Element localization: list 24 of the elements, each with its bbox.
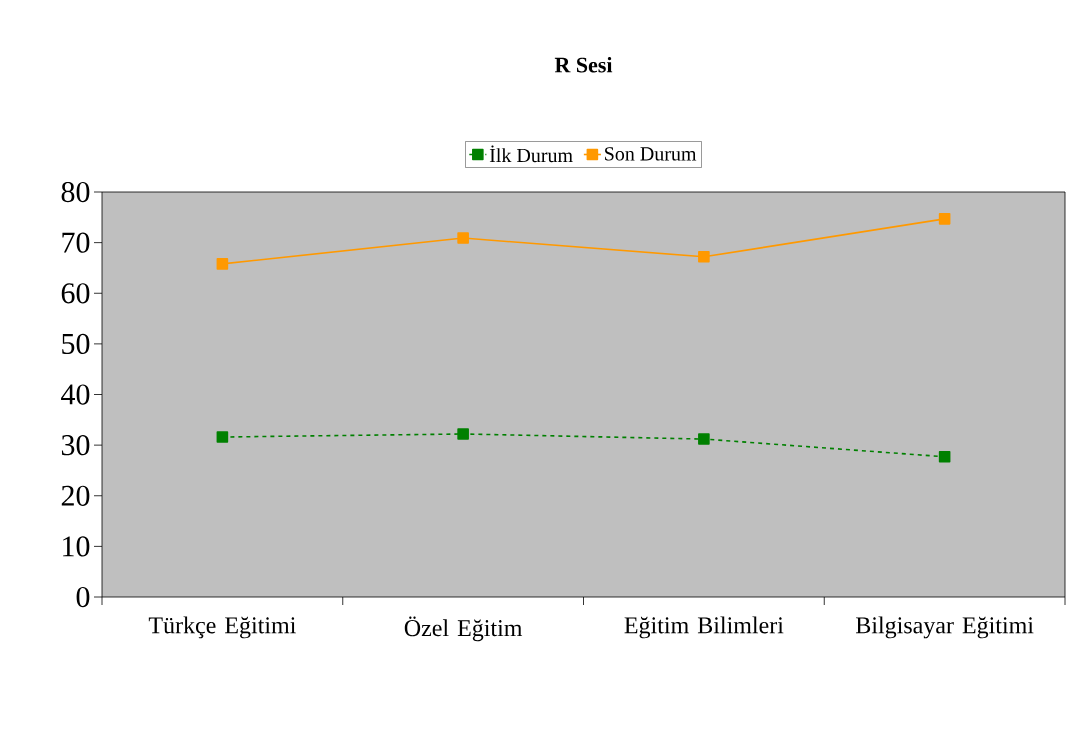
y-tick-label: 60 [61,283,90,304]
y-tick-label: 20 [61,485,90,506]
y-tick-label: 40 [61,384,90,405]
y-tick-label: 10 [63,536,90,557]
y-tick-label: 50 [62,333,90,355]
x-tick-label: Bilgisayar Eğitimi [856,616,1034,639]
y-tick-label: 30 [61,435,90,456]
point [698,251,710,263]
point [938,450,951,463]
y-tick-label: 70 [62,232,90,253]
x-tick-label: Türkçe Eğitimi [148,616,296,639]
chart-title: R Sesi [554,57,613,73]
point [698,433,710,445]
x-tick-label: Eğitim Bilimleri [624,616,784,639]
x-tick-label: Özel Eğitim [404,616,523,642]
point [938,213,951,225]
legend-label: İlk Durum [489,145,573,163]
legend-label: Son Durum [605,147,697,161]
point [216,258,229,270]
point [457,428,469,440]
y-tick-label: 0 [76,586,90,608]
point [457,232,469,244]
y-tick-label: 80 [61,181,90,203]
point [216,431,229,443]
